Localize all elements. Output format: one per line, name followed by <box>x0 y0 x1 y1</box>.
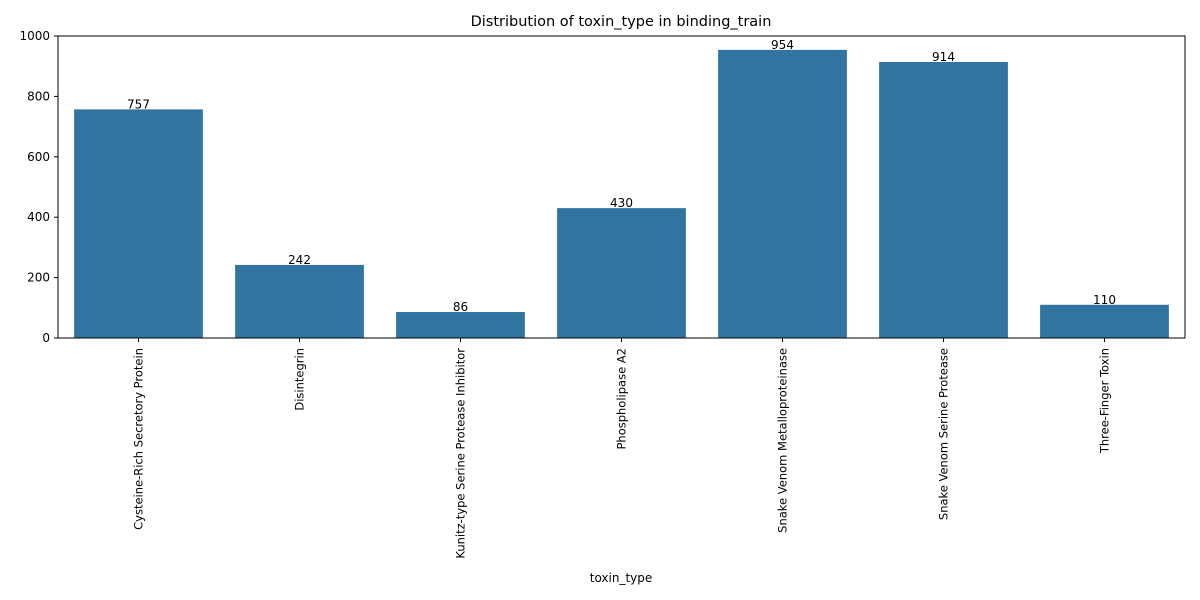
chart-title: Distribution of toxin_type in binding_tr… <box>471 14 772 30</box>
bar <box>235 264 364 338</box>
x-tick-label: Snake Venom Serine Protease <box>937 348 951 520</box>
data-label: 757 <box>127 97 150 111</box>
y-tick-label: 200 <box>27 271 50 285</box>
x-tick-label: Kunitz-type Serine Protease Inhibitor <box>454 348 468 559</box>
data-label: 954 <box>771 38 794 52</box>
bar <box>1040 304 1169 338</box>
y-tick-label: 600 <box>27 150 50 164</box>
data-label: 110 <box>1093 293 1116 307</box>
x-tick-label: Disintegrin <box>293 348 307 411</box>
x-tick-label: Phospholipase A2 <box>615 348 629 450</box>
y-tick-label: 400 <box>27 210 50 224</box>
plot-frame <box>57 35 1186 339</box>
bar <box>879 61 1008 339</box>
bar <box>557 208 686 338</box>
x-tick-label: Cysteine-Rich Secretory Protein <box>132 348 146 530</box>
data-labels-group: 757 242 86 430 954 914 110 <box>127 38 1116 314</box>
y-axis: 0 200 400 600 800 1000 <box>19 29 58 345</box>
x-tick-label: Three-Finger Toxin <box>1098 348 1112 454</box>
bar <box>74 109 203 338</box>
data-label: 242 <box>288 253 311 267</box>
data-label: 914 <box>932 50 955 64</box>
y-tick-label: 800 <box>27 89 50 103</box>
bars-group <box>74 49 1169 339</box>
y-tick-label: 1000 <box>19 29 50 43</box>
data-label: 430 <box>610 196 633 210</box>
y-tick-label: 0 <box>42 331 50 345</box>
x-tick-label: Snake Venom Metalloproteinase <box>776 348 790 533</box>
data-label: 86 <box>453 300 468 314</box>
bar <box>718 49 847 338</box>
x-axis-label: toxin_type <box>590 571 653 585</box>
x-axis: Cysteine-Rich Secretory Protein Disintegr… <box>132 338 1112 559</box>
bar <box>396 312 525 338</box>
